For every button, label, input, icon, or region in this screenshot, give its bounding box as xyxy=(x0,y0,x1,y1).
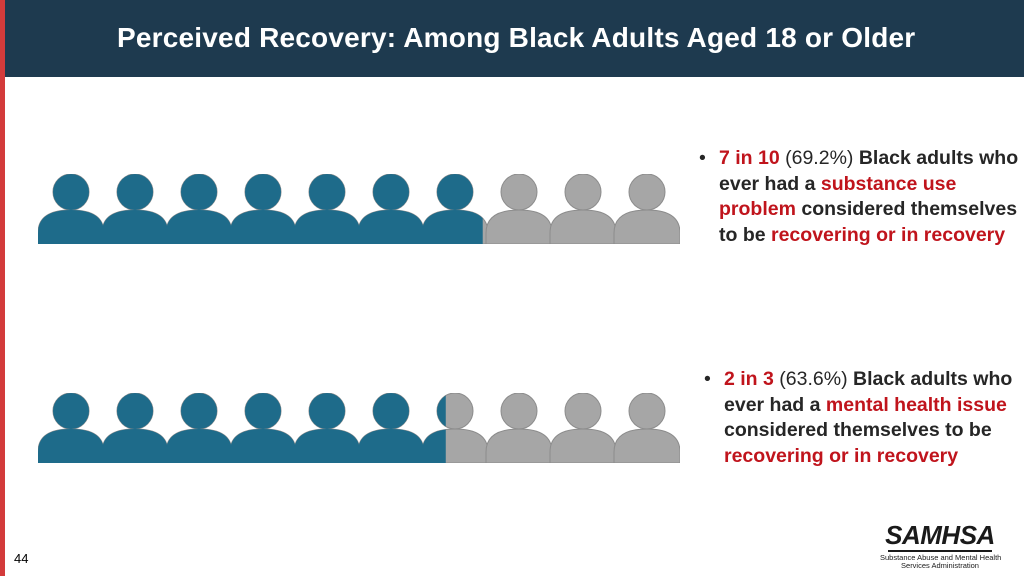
percent-label: (63.6%) xyxy=(779,368,848,390)
logo-wordmark: SAMHSA xyxy=(885,520,995,550)
person-icon xyxy=(485,393,553,463)
filled-icons-layer xyxy=(38,174,483,244)
person-icon xyxy=(230,393,296,463)
bullet-icon: • xyxy=(704,368,711,390)
samhsa-logo: SAMHSA Substance Abuse and Mental Health… xyxy=(880,520,1002,571)
logo-underline xyxy=(888,550,992,552)
slide-title: Perceived Recovery: Among Black Adults A… xyxy=(117,22,916,53)
pictograph-mental-health xyxy=(38,393,680,463)
left-accent-bar xyxy=(0,0,5,576)
stat-text: Black adults who ever had a xyxy=(724,368,1013,416)
highlight-recovery: recovering or in recovery xyxy=(771,223,1006,246)
pictograph-substance-use xyxy=(38,174,680,244)
person-icon xyxy=(613,174,680,244)
highlight-recovery: recovering or in recovery xyxy=(724,444,959,467)
stat-text: considered themselves to be xyxy=(719,198,1018,246)
bullet-icon: • xyxy=(699,147,706,169)
person-icon xyxy=(102,174,168,244)
person-icon xyxy=(38,393,104,463)
person-icon xyxy=(485,174,553,244)
person-icon xyxy=(230,174,296,244)
person-icon xyxy=(549,393,617,463)
person-icon xyxy=(422,174,483,244)
stat-text: considered themselves to be xyxy=(724,419,992,441)
highlight-condition: substance use problem xyxy=(719,172,957,221)
person-icon xyxy=(102,393,168,463)
logo-subtitle: Substance Abuse and Mental Health xyxy=(880,553,1002,562)
logo-subtitle: Services Administration xyxy=(901,561,979,570)
person-icon xyxy=(358,393,424,463)
ratio-label: 2 in 3 xyxy=(724,368,774,390)
stat-text: Black adults who ever had a xyxy=(719,147,1019,195)
highlight-condition: mental health issue xyxy=(825,393,1007,416)
person-icon xyxy=(166,393,232,463)
stat-mental-health: • 2 in 3 (63.6%) Black adults who ever h… xyxy=(704,367,1024,469)
page-number: 44 xyxy=(14,551,29,566)
percent-label: (69.2%) xyxy=(785,147,854,169)
person-icon xyxy=(294,174,360,244)
title-bar: Perceived Recovery: Among Black Adults A… xyxy=(5,0,1024,77)
filled-icons-layer xyxy=(38,393,446,463)
person-icon xyxy=(294,393,360,463)
stat-substance-use: • 7 in 10 (69.2%) Black adults who ever … xyxy=(699,146,1019,248)
person-icon xyxy=(422,395,446,463)
person-icon xyxy=(358,174,424,244)
ratio-label: 7 in 10 xyxy=(719,147,780,169)
person-icon xyxy=(38,174,104,244)
person-icon xyxy=(166,174,232,244)
person-icon xyxy=(613,393,680,463)
person-icon xyxy=(549,174,617,244)
